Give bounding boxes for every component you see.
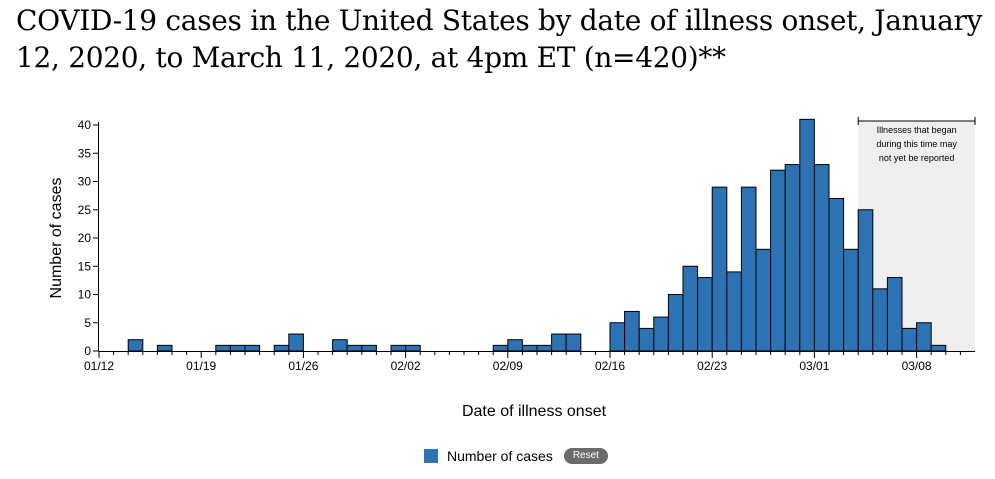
y-tick-label: 5 — [84, 316, 91, 330]
shaded-region-annotation: during this time may — [876, 139, 957, 149]
reset-button[interactable]: Reset — [563, 448, 608, 464]
bar-01/16[interactable] — [156, 344, 173, 352]
bar-01/14[interactable] — [127, 339, 144, 352]
x-tick-label: 03/08 — [902, 359, 932, 373]
legend: Number of cases Reset — [424, 446, 608, 466]
bar-02/11[interactable] — [536, 344, 553, 352]
x-tick-label: 02/02 — [391, 359, 421, 373]
bar-03/06[interactable] — [886, 277, 903, 352]
bar-03/03[interactable] — [843, 248, 859, 352]
bar-chart: Illnesses that began during this time may… — [48, 117, 976, 420]
bar-02/27[interactable] — [770, 169, 786, 352]
x-tick-label: 02/16 — [595, 359, 625, 373]
bar-03/08[interactable] — [916, 322, 932, 352]
y-axis: 0 5 10 15 20 25 30 35 40 — [78, 118, 99, 358]
bar-01/30[interactable] — [361, 344, 377, 352]
x-tick-label: 02/23 — [697, 359, 727, 373]
bar-03/07[interactable] — [901, 327, 918, 352]
bar-03/05[interactable] — [872, 288, 888, 352]
bar-02/13[interactable] — [565, 333, 582, 352]
bar-02/17[interactable] — [624, 310, 640, 352]
bar-01/20[interactable] — [215, 344, 231, 352]
bar-01/21[interactable] — [229, 344, 246, 352]
bar-02/25[interactable] — [740, 186, 757, 352]
bar-02/01[interactable] — [390, 344, 407, 352]
bar-02/28[interactable] — [784, 164, 801, 352]
x-axis: 01/12 01/19 01/26 02/02 02/09 02/16 02/23 03/01… — [84, 351, 975, 373]
bar-01/28[interactable] — [332, 339, 348, 352]
y-tick-label: 35 — [78, 146, 92, 160]
y-tick-label: 15 — [78, 259, 92, 273]
x-axis-title: Date of illness onset — [462, 403, 607, 420]
bar-03/04[interactable] — [857, 209, 874, 352]
legend-label[interactable]: Number of cases — [447, 448, 553, 464]
y-tick-label: 0 — [84, 344, 91, 358]
bar-02/18[interactable] — [638, 327, 655, 352]
y-tick-label: 30 — [78, 175, 92, 189]
legend-swatch[interactable] — [424, 449, 438, 463]
bar-02/29[interactable] — [799, 118, 815, 352]
bar-02/21[interactable] — [682, 265, 699, 352]
bar-02/20[interactable] — [667, 294, 684, 352]
y-axis-title: Number of cases — [48, 178, 65, 299]
bar-02/02[interactable] — [405, 344, 421, 352]
bar-02/24[interactable] — [726, 271, 742, 352]
bar-01/25[interactable] — [288, 333, 304, 352]
chart-title: COVID-19 cases in the United States by d… — [16, 4, 983, 74]
bars — [127, 118, 947, 352]
bar-03/09[interactable] — [930, 344, 947, 352]
y-tick-label: 40 — [78, 118, 92, 132]
bar-03/02[interactable] — [828, 197, 845, 352]
bar-02/16[interactable] — [609, 322, 626, 352]
y-tick-label: 25 — [78, 203, 92, 217]
bar-02/08[interactable] — [492, 344, 509, 352]
y-tick-label: 10 — [78, 288, 92, 302]
shaded-region-annotation: not yet be reported — [879, 153, 955, 163]
bar-02/23[interactable] — [711, 186, 728, 352]
bar-01/24[interactable] — [273, 344, 290, 352]
x-tick-label: 01/12 — [84, 359, 114, 373]
y-tick-label: 20 — [78, 231, 92, 245]
x-tick-label: 01/19 — [186, 359, 216, 373]
bar-01/29[interactable] — [346, 344, 363, 352]
bar-02/12[interactable] — [551, 333, 567, 352]
x-tick-label: 01/26 — [288, 359, 318, 373]
bar-02/10[interactable] — [521, 344, 538, 352]
bar-02/09[interactable] — [507, 339, 523, 352]
bar-02/22[interactable] — [697, 277, 713, 352]
x-tick-label: 02/09 — [493, 359, 523, 373]
bar-02/19[interactable] — [653, 316, 669, 352]
x-tick-label: 03/01 — [799, 359, 829, 373]
shaded-region-annotation: Illnesses that began — [877, 125, 957, 135]
bar-02/26[interactable] — [755, 248, 772, 352]
bar-01/22[interactable] — [244, 344, 261, 352]
bar-03/01[interactable] — [813, 164, 830, 352]
